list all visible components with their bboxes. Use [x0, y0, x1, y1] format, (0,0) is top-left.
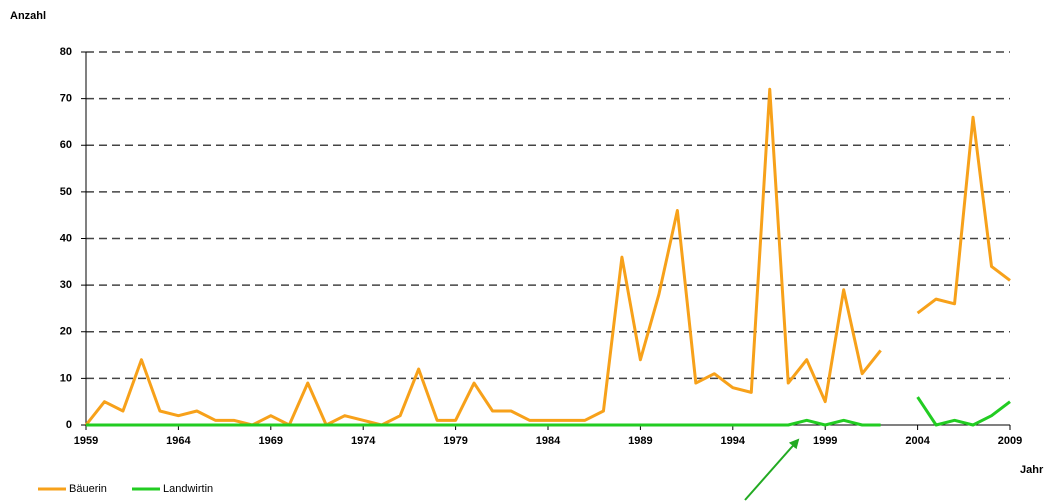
x-tick-label: 1959 [74, 435, 98, 447]
x-axis-label: Jahr [1020, 464, 1044, 476]
y-tick-label: 30 [60, 279, 72, 291]
x-tick-label: 1984 [536, 435, 561, 447]
y-tick-label: 80 [60, 46, 72, 58]
y-tick-label: 40 [60, 232, 72, 244]
y-axis-label: Anzahl [10, 10, 46, 22]
y-tick-label: 20 [60, 326, 72, 338]
x-tick-label: 2009 [998, 435, 1022, 447]
x-tick-label: 1979 [443, 435, 467, 447]
arrow [744, 438, 800, 501]
legend-label: Landwirtin [163, 483, 213, 495]
x-tick-label: 1999 [813, 435, 837, 447]
x-tick-label: 2004 [905, 435, 930, 447]
x-tick-label: 1974 [351, 435, 376, 447]
y-tick-label: 60 [60, 139, 72, 151]
series-line [84, 87, 1011, 427]
legend-label: Bäuerin [69, 483, 107, 495]
x-tick-label: 1969 [259, 435, 283, 447]
y-tick-label: 70 [60, 93, 72, 105]
series-line [86, 396, 1011, 427]
y-tick-label: 10 [60, 372, 72, 384]
y-tick-label: 0 [66, 419, 72, 431]
y-tick-label: 50 [60, 186, 72, 198]
x-tick-label: 1964 [166, 435, 191, 447]
x-tick-label: 1994 [721, 435, 746, 447]
x-tick-label: 1989 [628, 435, 652, 447]
